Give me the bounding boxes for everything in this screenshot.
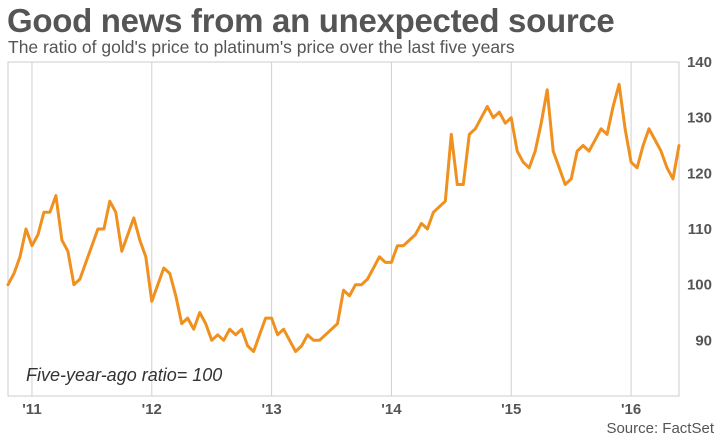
- x-tick-label-2014: '14: [381, 401, 402, 418]
- source-note: Source: FactSet: [606, 420, 714, 437]
- chart-title: Good news from an unexpected source: [7, 2, 615, 39]
- ratio-line: [6, 82, 681, 353]
- y-tick-label-130: 130: [687, 110, 712, 127]
- x-tick-label-2012: '12: [142, 401, 162, 418]
- plot-border: [7, 61, 680, 397]
- x-tick-label-2011: '11: [22, 401, 41, 418]
- y-tick-label-140: 140: [687, 54, 712, 71]
- x-tick-label-2013: '13: [261, 401, 281, 418]
- y-tick-label-90: 90: [695, 332, 712, 349]
- annotation-text: Five-year-ago ratio= 100: [26, 365, 222, 385]
- y-tick-label-110: 110: [688, 221, 712, 238]
- chart-subtitle: The ratio of gold's price to platinum's …: [8, 37, 515, 57]
- x-axis-ticks: '11 '12 '13 '14 '15 '16: [22, 401, 641, 418]
- x-tick-label-2015: '15: [501, 401, 521, 418]
- y-axis-ticks: 90 100 110 120 130 140: [687, 54, 712, 349]
- y-tick-label-100: 100: [687, 277, 712, 294]
- vertical-gridlines: [31, 62, 632, 396]
- y-tick-label-120: 120: [687, 165, 712, 182]
- x-tick-label-2016: '16: [621, 401, 641, 418]
